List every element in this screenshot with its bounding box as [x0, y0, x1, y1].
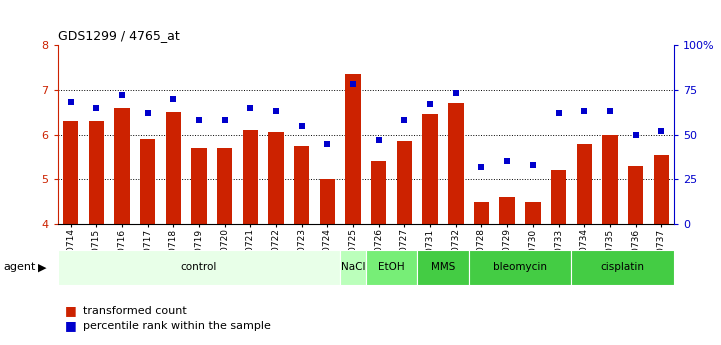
Text: EtOH: EtOH [379, 263, 405, 272]
Bar [423, 115, 438, 224]
Point [373, 137, 384, 143]
Point [142, 110, 154, 116]
Text: ■: ■ [65, 304, 76, 317]
Point [116, 92, 128, 98]
Bar [217, 148, 232, 224]
Text: ■: ■ [65, 319, 76, 333]
Bar [268, 132, 284, 224]
Text: percentile rank within the sample: percentile rank within the sample [83, 321, 271, 331]
Bar [340, 250, 366, 285]
Bar [63, 121, 78, 224]
Point [270, 108, 282, 114]
Bar [551, 170, 566, 224]
Bar [319, 179, 335, 224]
Text: control: control [181, 263, 217, 272]
Point [527, 162, 539, 168]
Point [219, 117, 231, 123]
Bar [525, 202, 541, 224]
Point [399, 117, 410, 123]
Text: bleomycin: bleomycin [493, 263, 547, 272]
Text: NaCl: NaCl [341, 263, 366, 272]
Text: GDS1299 / 4765_at: GDS1299 / 4765_at [58, 29, 180, 42]
Point [348, 81, 359, 87]
Bar [628, 166, 643, 224]
Bar [417, 250, 469, 285]
Bar [140, 139, 155, 224]
Bar [448, 103, 464, 224]
Bar [500, 197, 515, 224]
Bar [191, 148, 207, 224]
Bar [114, 108, 130, 224]
Bar [294, 146, 309, 224]
Text: agent: agent [4, 263, 36, 272]
Point [167, 96, 179, 101]
Point [501, 159, 513, 164]
Point [244, 105, 256, 110]
Point [450, 90, 461, 96]
Point [65, 99, 76, 105]
Bar [602, 135, 618, 224]
Bar [166, 112, 181, 224]
Point [193, 117, 205, 123]
Point [630, 132, 642, 137]
Text: ▶: ▶ [37, 263, 46, 272]
Point [322, 141, 333, 146]
Bar [366, 250, 417, 285]
Point [425, 101, 436, 107]
Bar [243, 130, 258, 224]
Point [553, 110, 565, 116]
Point [90, 105, 102, 110]
Bar [345, 74, 360, 224]
Text: MMS: MMS [430, 263, 455, 272]
Bar [89, 121, 104, 224]
Point [296, 123, 307, 128]
Bar [58, 250, 340, 285]
Text: cisplatin: cisplatin [601, 263, 645, 272]
Bar [397, 141, 412, 224]
Point [476, 164, 487, 170]
Bar [572, 250, 674, 285]
Bar [653, 155, 669, 224]
Point [578, 108, 590, 114]
Bar [371, 161, 386, 224]
Point [655, 128, 667, 134]
Point [604, 108, 616, 114]
Text: transformed count: transformed count [83, 306, 187, 315]
Bar [577, 144, 592, 224]
Bar [474, 202, 490, 224]
Bar [469, 250, 572, 285]
